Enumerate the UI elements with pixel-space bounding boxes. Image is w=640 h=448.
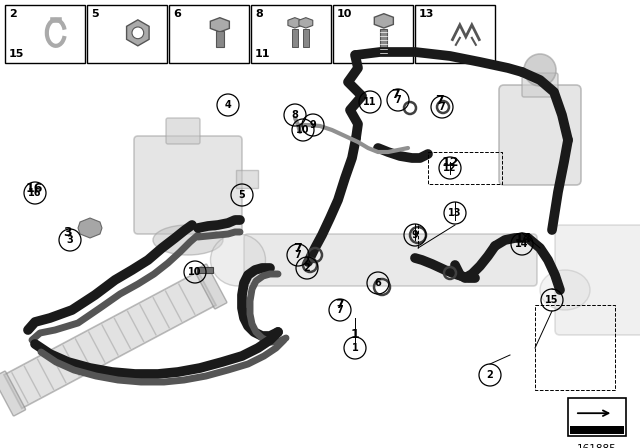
- Text: 2: 2: [486, 370, 493, 380]
- Text: 1: 1: [351, 343, 358, 353]
- Text: 14: 14: [515, 232, 532, 245]
- Text: 13: 13: [419, 9, 435, 19]
- FancyBboxPatch shape: [292, 29, 298, 47]
- Text: 8: 8: [255, 9, 263, 19]
- Text: 4: 4: [225, 100, 232, 110]
- Text: 3: 3: [67, 235, 74, 245]
- FancyBboxPatch shape: [195, 264, 227, 309]
- Polygon shape: [78, 218, 102, 238]
- Text: 6: 6: [173, 9, 181, 19]
- FancyBboxPatch shape: [555, 225, 640, 335]
- Text: 14: 14: [515, 239, 529, 249]
- FancyBboxPatch shape: [303, 29, 309, 47]
- Text: 2: 2: [303, 263, 310, 273]
- FancyBboxPatch shape: [570, 426, 624, 434]
- Text: 16: 16: [28, 188, 42, 198]
- Text: 7: 7: [292, 241, 301, 254]
- Text: 7: 7: [438, 102, 445, 112]
- Text: 9: 9: [412, 230, 419, 240]
- FancyBboxPatch shape: [166, 118, 200, 144]
- Text: 15: 15: [545, 295, 559, 305]
- FancyBboxPatch shape: [5, 5, 85, 63]
- Text: 1: 1: [351, 328, 360, 341]
- FancyBboxPatch shape: [568, 398, 626, 436]
- Text: 3: 3: [64, 225, 72, 238]
- FancyBboxPatch shape: [4, 271, 216, 409]
- Text: 10: 10: [188, 267, 202, 277]
- Text: 8: 8: [292, 110, 298, 120]
- FancyBboxPatch shape: [236, 170, 258, 188]
- Polygon shape: [374, 14, 394, 28]
- Text: 13: 13: [448, 208, 461, 218]
- Text: 11: 11: [364, 97, 377, 107]
- FancyBboxPatch shape: [244, 234, 537, 286]
- Text: 7: 7: [294, 250, 301, 260]
- Text: 7: 7: [395, 95, 401, 105]
- Text: 10: 10: [296, 125, 310, 135]
- FancyBboxPatch shape: [87, 5, 167, 63]
- FancyBboxPatch shape: [197, 267, 213, 273]
- FancyBboxPatch shape: [415, 5, 495, 63]
- FancyBboxPatch shape: [216, 31, 224, 47]
- FancyBboxPatch shape: [169, 5, 249, 63]
- Text: 15: 15: [9, 49, 24, 59]
- Text: 9: 9: [310, 120, 316, 130]
- FancyBboxPatch shape: [0, 371, 26, 416]
- Text: 5: 5: [239, 190, 245, 200]
- Text: 11: 11: [255, 49, 271, 59]
- Text: 7: 7: [390, 87, 399, 100]
- Ellipse shape: [540, 270, 590, 310]
- Polygon shape: [288, 17, 302, 28]
- Text: 12: 12: [444, 163, 457, 173]
- Ellipse shape: [153, 225, 223, 255]
- FancyBboxPatch shape: [333, 5, 413, 63]
- Ellipse shape: [211, 234, 266, 286]
- Text: 12: 12: [441, 155, 459, 168]
- FancyBboxPatch shape: [134, 136, 242, 234]
- Text: 6: 6: [374, 278, 381, 288]
- Text: 7: 7: [335, 297, 344, 310]
- Text: 7: 7: [337, 305, 344, 315]
- Polygon shape: [299, 17, 313, 28]
- Text: 161885: 161885: [577, 444, 617, 448]
- FancyBboxPatch shape: [499, 85, 581, 185]
- FancyBboxPatch shape: [522, 73, 558, 97]
- Polygon shape: [211, 17, 229, 32]
- Text: 5: 5: [91, 9, 99, 19]
- FancyBboxPatch shape: [251, 5, 331, 63]
- Polygon shape: [127, 20, 149, 46]
- Text: 7: 7: [436, 94, 444, 107]
- FancyBboxPatch shape: [380, 29, 387, 55]
- Circle shape: [524, 54, 556, 86]
- Text: 2: 2: [9, 9, 17, 19]
- Text: 16: 16: [26, 181, 43, 194]
- Circle shape: [132, 27, 144, 39]
- Text: 10: 10: [337, 9, 353, 19]
